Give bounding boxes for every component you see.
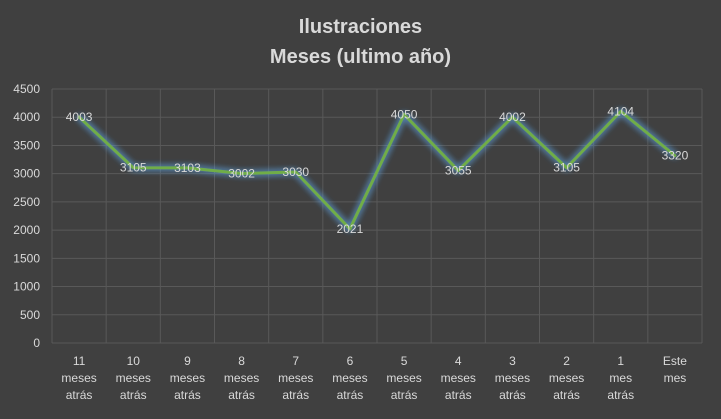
data-label: 3055 [445,164,472,178]
x-tick-label: 4 meses atrás [441,354,476,402]
x-tick-label: 3 meses atrás [495,354,530,402]
data-label: 4104 [607,104,634,118]
x-tick-label: 5 meses atrás [386,354,421,402]
chart-title: Ilustraciones [298,16,423,38]
data-series [77,109,677,231]
data-label: 4003 [66,110,93,124]
y-tick-label: 1500 [13,251,40,265]
y-tick-label: 1000 [13,280,40,294]
data-label: 3105 [120,161,147,175]
x-tick-label: 8 meses atrás [224,354,259,402]
y-tick-label: 4500 [13,82,40,96]
data-label: 3002 [228,167,255,181]
x-tick-label: 6 meses atrás [332,354,367,402]
y-axis: 0 500 1000 1500 2000 2500 3000 3500 4000 4500 [13,82,40,350]
y-tick-label: 0 [33,336,40,350]
y-tick-label: 4000 [13,110,40,124]
data-label: 3320 [662,149,689,163]
data-labels: 4003 3105 3103 3002 3030 2021 4050 3055 4002 3105… [66,104,689,236]
data-label: 3103 [174,161,201,175]
x-tick-label: 11 meses atrás [61,354,96,402]
y-tick-label: 500 [20,308,40,322]
y-tick-label: 2500 [13,195,40,209]
chart-subtitle: Meses (ultimo año) [269,46,452,68]
gridlines [51,88,703,344]
x-tick-label: 2 meses atrás [549,354,584,402]
x-tick-label: Este mes [663,354,687,385]
y-tick-label: 3000 [13,167,40,181]
x-tick-label: 9 meses atrás [170,354,205,402]
data-label: 3105 [553,161,580,175]
y-tick-label: 3500 [13,138,40,152]
data-label: 3030 [282,165,309,179]
data-label: 2021 [337,222,364,236]
series-line [77,109,677,231]
x-tick-label: 1 mes atrás [607,354,634,402]
y-tick-label: 2000 [13,223,40,237]
data-label: 4050 [391,107,418,121]
x-tick-label: 7 meses atrás [278,354,313,402]
data-label: 4002 [499,110,526,124]
x-axis: 11 meses atrás 10 meses atrás 9 meses atrás 8 mese… [61,354,687,402]
x-tick-label: 10 meses atrás [116,354,151,402]
